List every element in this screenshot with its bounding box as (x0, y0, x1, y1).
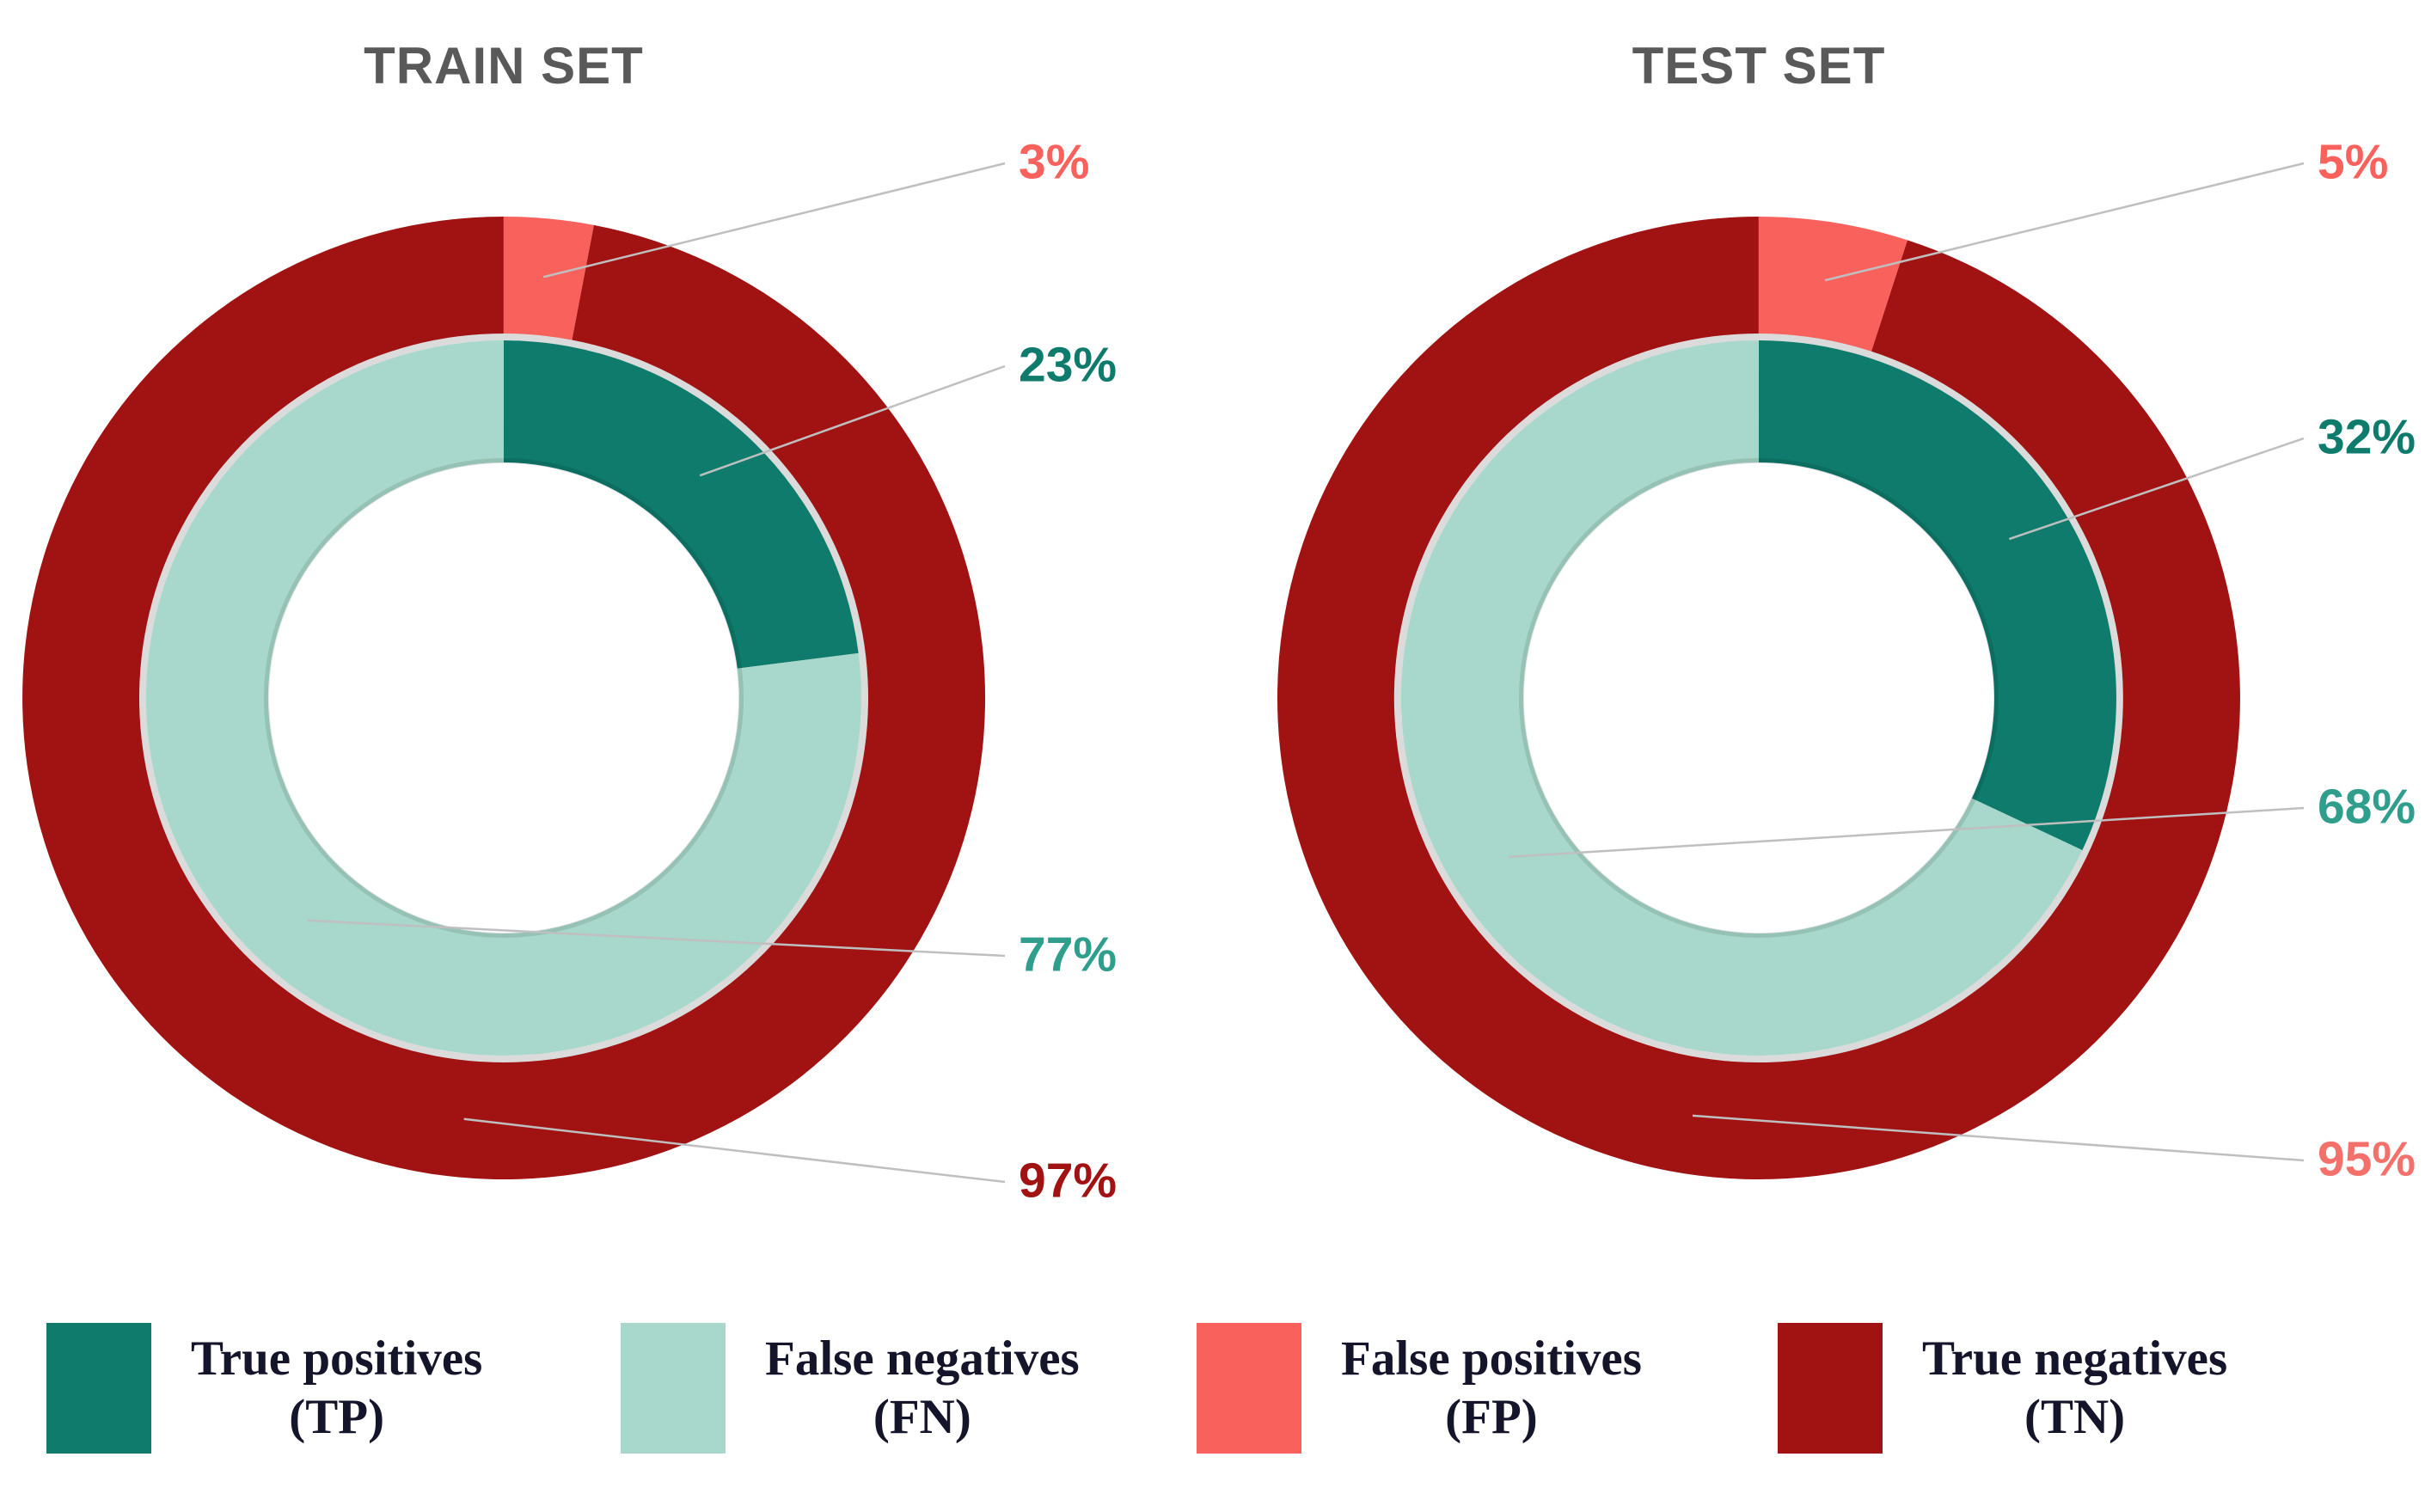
leader-line (1692, 1114, 2305, 1162)
percent-label-train-fp: 3% (1019, 134, 1090, 190)
legend-label-true-positives: True positives (TP) (191, 1330, 482, 1448)
ring-seam (139, 334, 868, 1062)
hole-rim (1519, 458, 1999, 938)
train-set-inner-true-positives-tp (504, 340, 859, 669)
percent-label-train-tn: 97% (1019, 1153, 1118, 1209)
test-set-title: TEST SET (1632, 37, 1886, 95)
legend-swatch-true-positives (46, 1323, 151, 1454)
legend-label-line1: True positives (191, 1331, 483, 1386)
legend-label-false-positives: False positives (FP) (1341, 1330, 1642, 1448)
legend-swatch-false-positives (1197, 1323, 1301, 1454)
legend-item-false-negatives: False negatives (FN) (621, 1319, 1080, 1457)
leader-line (1824, 162, 2305, 282)
legend-item-false-positives: False positives (FP) (1197, 1319, 1642, 1457)
legend-label-line2: (FN) (873, 1390, 971, 1444)
legend-label-false-negatives: False negatives (FN) (765, 1330, 1080, 1448)
legend-swatch-true-negatives (1778, 1323, 1883, 1454)
percent-label-test-tp: 32% (2318, 409, 2416, 465)
test-set-inner-false-negatives-fn (1400, 340, 2083, 1056)
train-set-title: TRAIN SET (364, 37, 644, 95)
percent-label-test-fp: 5% (2318, 134, 2389, 190)
leader-line (307, 919, 1006, 958)
train-set-outer-false-positives-fp (504, 217, 594, 340)
legend: True positives (TP) False negatives (FN)… (0, 1319, 2431, 1466)
legend-swatch-false-negatives (621, 1323, 726, 1454)
train-set-inner-false-negatives-fn (145, 340, 861, 1056)
percent-label-test-tn: 95% (2318, 1131, 2416, 1187)
leader-line (2008, 437, 2305, 541)
hole-rim (264, 458, 744, 938)
legend-label-line2: (TP) (289, 1390, 385, 1444)
legend-label-line1: False negatives (765, 1331, 1080, 1386)
leader-line (1508, 806, 2305, 859)
leader-line (543, 162, 1006, 279)
legend-item-true-negatives: True negatives (TN) (1778, 1319, 2227, 1457)
legend-label-true-negatives: True negatives (TN) (1922, 1330, 2227, 1448)
leader-line (699, 364, 1006, 477)
test-set-inner-true-positives-tp (1759, 340, 2116, 851)
legend-label-line2: (FP) (1445, 1390, 1538, 1444)
test-set-outer-false-positives-fp (1759, 217, 1907, 352)
legend-label-line1: False positives (1341, 1331, 1642, 1386)
legend-label-line1: True negatives (1922, 1331, 2228, 1386)
legend-label-line2: (TN) (2024, 1390, 2126, 1444)
percent-label-train-tp: 23% (1019, 337, 1118, 393)
leader-line (463, 1117, 1006, 1184)
ring-seam (1394, 334, 2123, 1062)
legend-item-true-positives: True positives (TP) (46, 1319, 482, 1457)
percent-label-train-fn: 77% (1019, 927, 1118, 982)
percent-label-test-fn: 68% (2318, 779, 2416, 835)
